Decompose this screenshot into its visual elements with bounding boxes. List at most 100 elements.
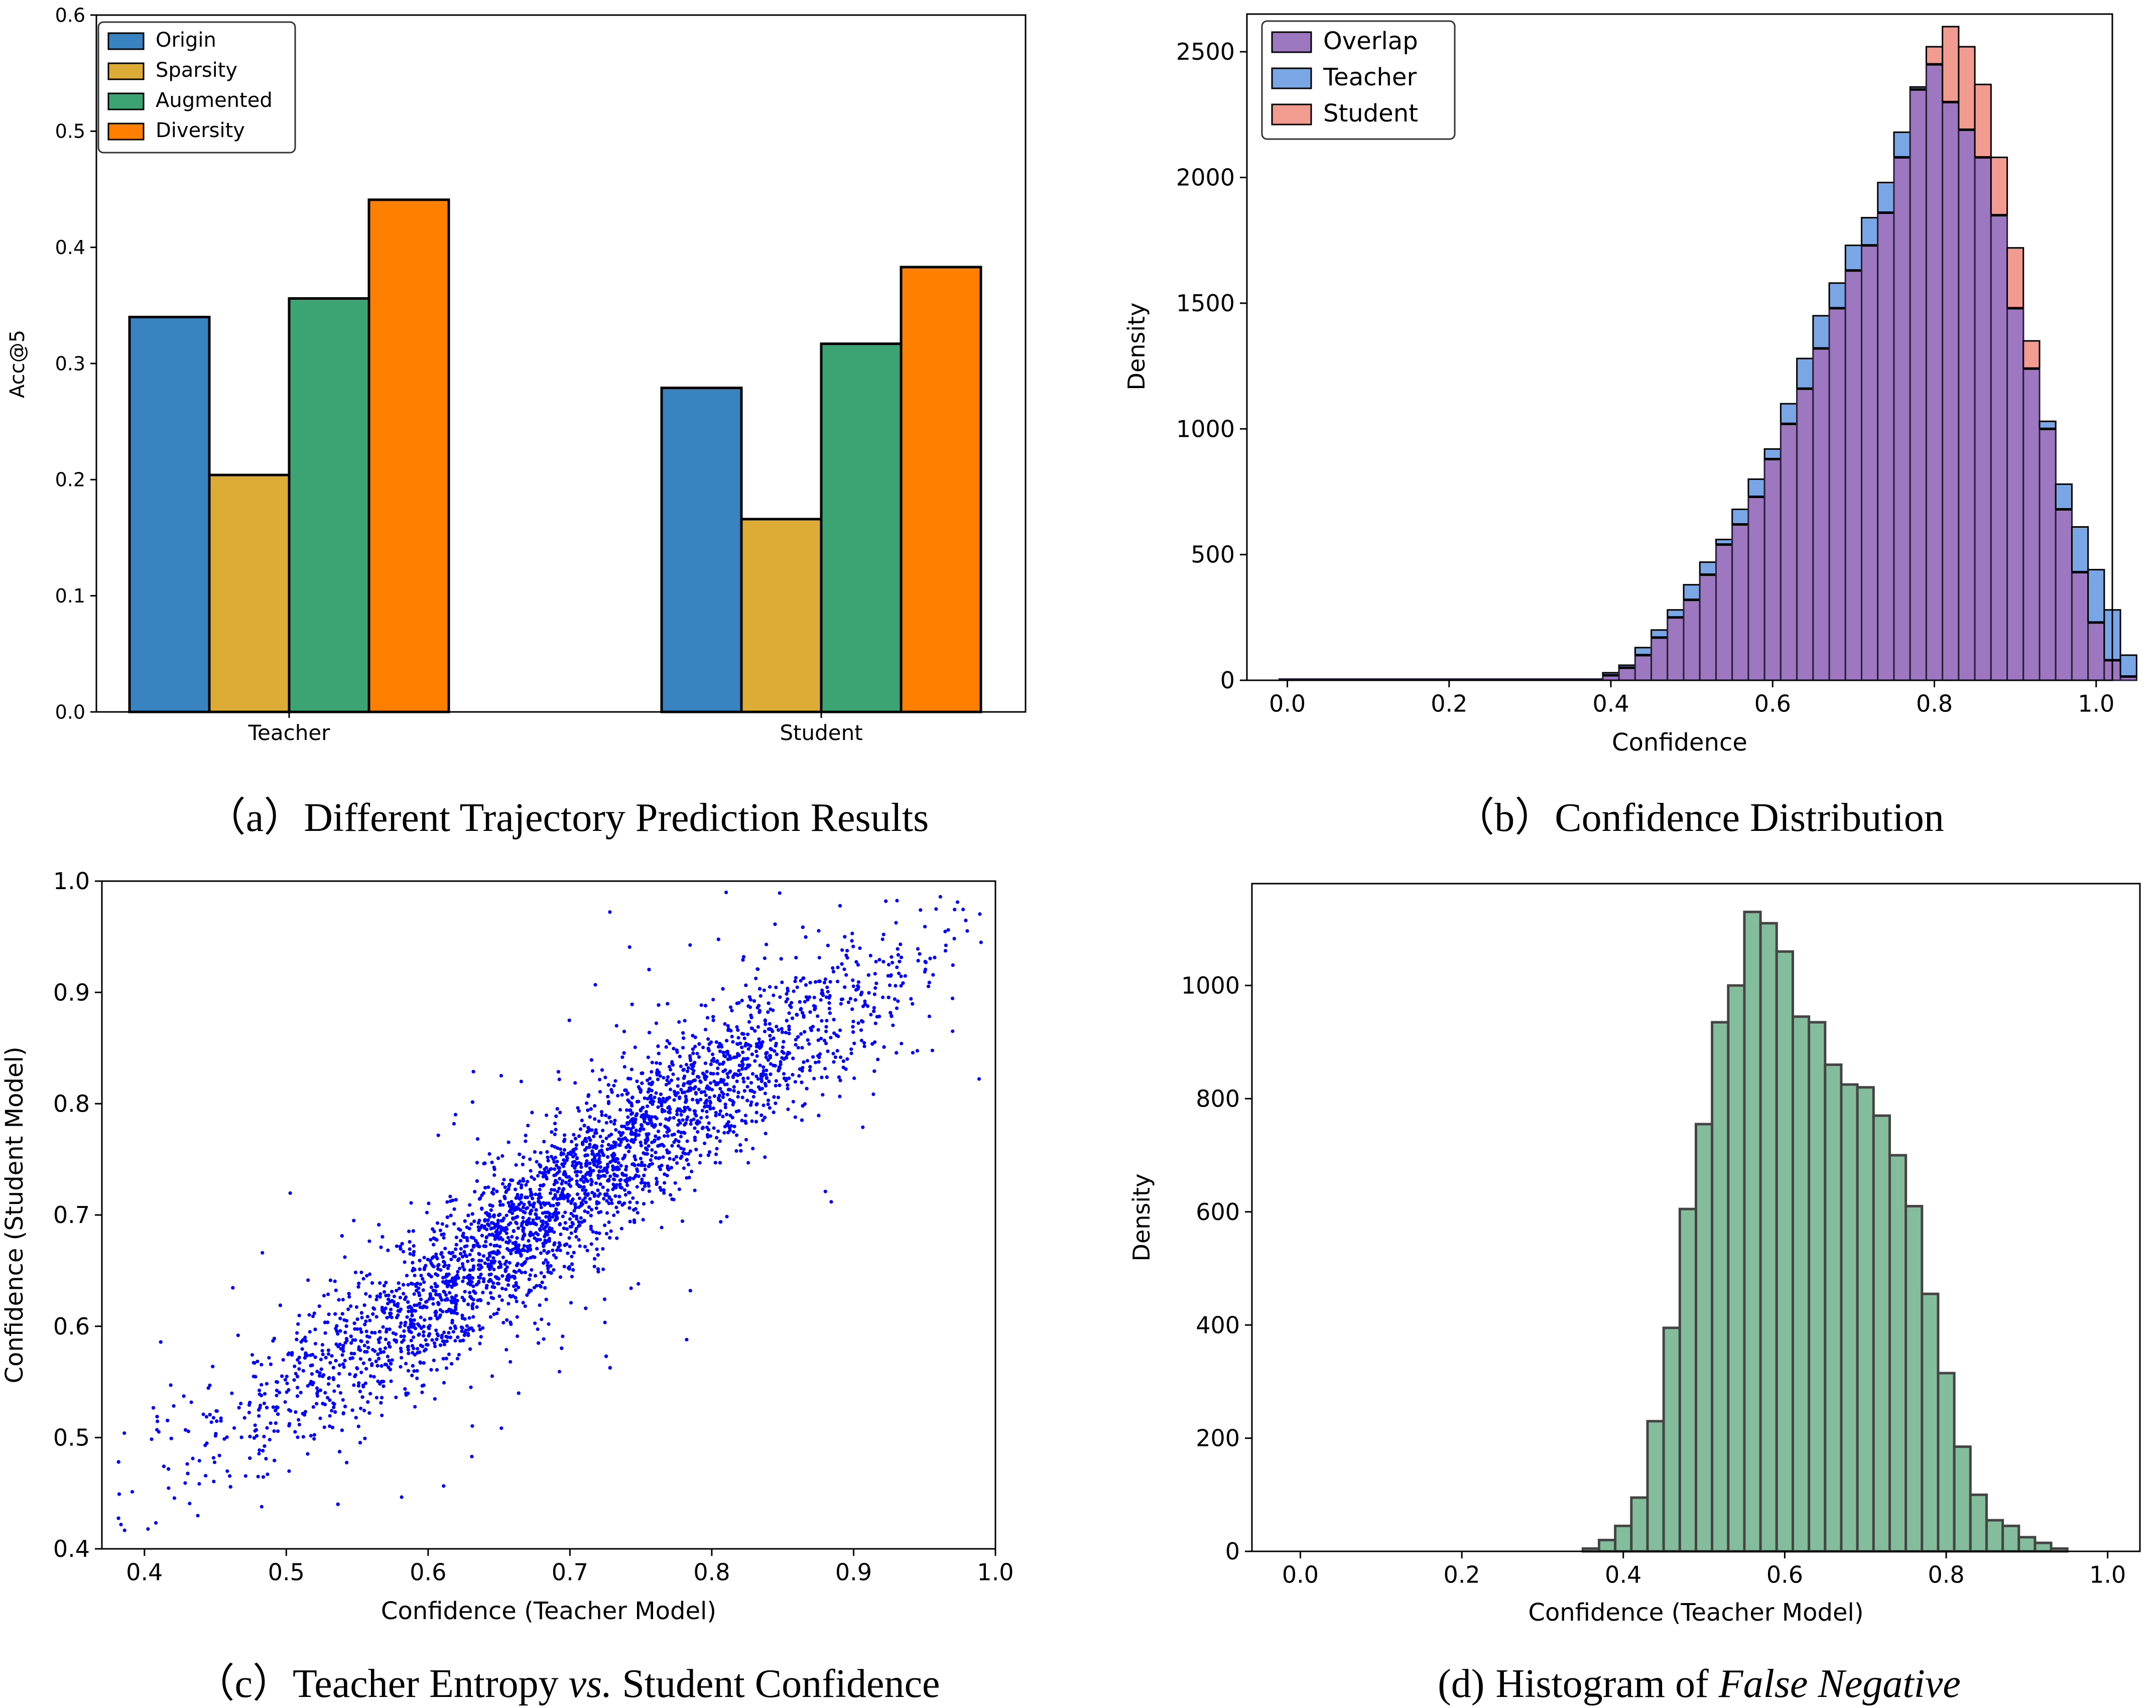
scatter-point [636,1169,640,1173]
scatter-point [343,1359,347,1363]
scatter-point [546,1264,550,1268]
scatter-point [684,1121,688,1125]
scatter-point [829,1200,833,1204]
scatter-point [469,1295,473,1299]
scatter-point [542,1275,546,1279]
scatter-point [460,1329,464,1333]
scatter-point [784,1000,788,1004]
scatter-point [385,1316,389,1320]
scatter-point [514,1288,518,1292]
scatter-point [786,989,790,993]
scatter-point [166,1418,170,1422]
scatter-point [387,1297,391,1301]
scatter-point [303,1335,307,1339]
scatter-point [617,1167,621,1171]
scatter-point [633,1045,637,1049]
scatter-point [500,1274,504,1278]
scatter-point [558,1111,562,1115]
scatter-point [607,1115,611,1119]
scatter-point [348,1372,352,1376]
scatter-point [521,1237,525,1241]
scatter-point [405,1274,409,1278]
scatter-point [714,1152,718,1156]
scatter-point [509,1208,513,1212]
scatter-point [542,1337,546,1341]
scatter-point [647,1164,651,1168]
scatter-point [297,1418,301,1422]
scatter-point [750,1072,755,1076]
scatter-point [594,1231,598,1235]
scatter-point [682,1083,686,1087]
scatter-point [473,1291,477,1295]
scatter-point [551,1215,555,1219]
scatter-point [323,1391,327,1395]
scatter-point [585,1101,589,1105]
scatter-point [548,1191,553,1195]
scatter-point [635,1200,639,1204]
scatter-point [418,1267,422,1271]
scatter-point [850,1007,854,1011]
scatter-point [677,1119,681,1123]
scatter-point [462,1333,466,1337]
scatter-point [539,1205,543,1209]
scatter-point [563,1221,567,1225]
scatter-point [130,1490,135,1494]
scatter-point [380,1413,384,1417]
scatter-point [374,1360,378,1364]
scatter-point [398,1325,402,1329]
scatter-point [248,1456,252,1460]
scatter-point [219,1416,223,1420]
scatter-point [586,1210,590,1214]
scatter-point [448,1335,452,1339]
scatter-point [321,1402,325,1406]
hist-bin [1678,1207,1698,1553]
scatter-point [703,1028,708,1032]
scatter-point [618,1108,622,1112]
y-tick-label: 0.7 [53,1201,90,1229]
scatter-point [411,1322,415,1326]
scatter-point [620,1055,624,1059]
scatter-point [861,1125,865,1129]
scatter-point [341,1398,345,1402]
scatter-point [629,1286,633,1290]
scatter-point [509,1322,513,1326]
scatter-point [706,1046,710,1050]
scatter-point [461,1338,465,1343]
y-tick-label: 0.4 [55,236,85,259]
scatter-point [881,995,885,1000]
scatter-point [360,1395,364,1399]
scatter-point [710,1087,714,1091]
scatter-point [867,991,871,995]
y-tick-label: 0.4 [53,1535,90,1562]
scatter-point [624,1165,628,1169]
scatter-point [794,1043,798,1047]
scatter-point [548,1167,552,1171]
scatter-point [521,1205,525,1209]
hist-bin [1662,1326,1681,1553]
scatter-point [686,1162,691,1166]
scatter-point [676,1077,680,1081]
scatter-point [890,955,894,959]
scatter-point [819,1037,823,1041]
scatter-point [295,1337,299,1341]
scatter-point [151,1406,156,1410]
scatter-point [529,1169,533,1173]
scatter-point [352,1218,356,1223]
scatter-point [515,1299,519,1303]
scatter-point [506,1223,511,1227]
scatter-point [472,1219,476,1224]
hist-bin [1824,1063,1843,1553]
scatter-point [267,1356,271,1360]
scatter-point [579,1170,583,1174]
scatter-point [660,1163,664,1167]
scatter-point [407,1325,411,1329]
scatter-point [594,1181,598,1185]
scatter-point [679,1146,683,1150]
scatter-point [450,1300,454,1304]
scatter-point [517,1285,521,1289]
scatter-point [311,1314,315,1318]
scatter-point [390,1358,394,1362]
scatter-point [714,1040,718,1044]
scatter-point [433,1282,437,1286]
